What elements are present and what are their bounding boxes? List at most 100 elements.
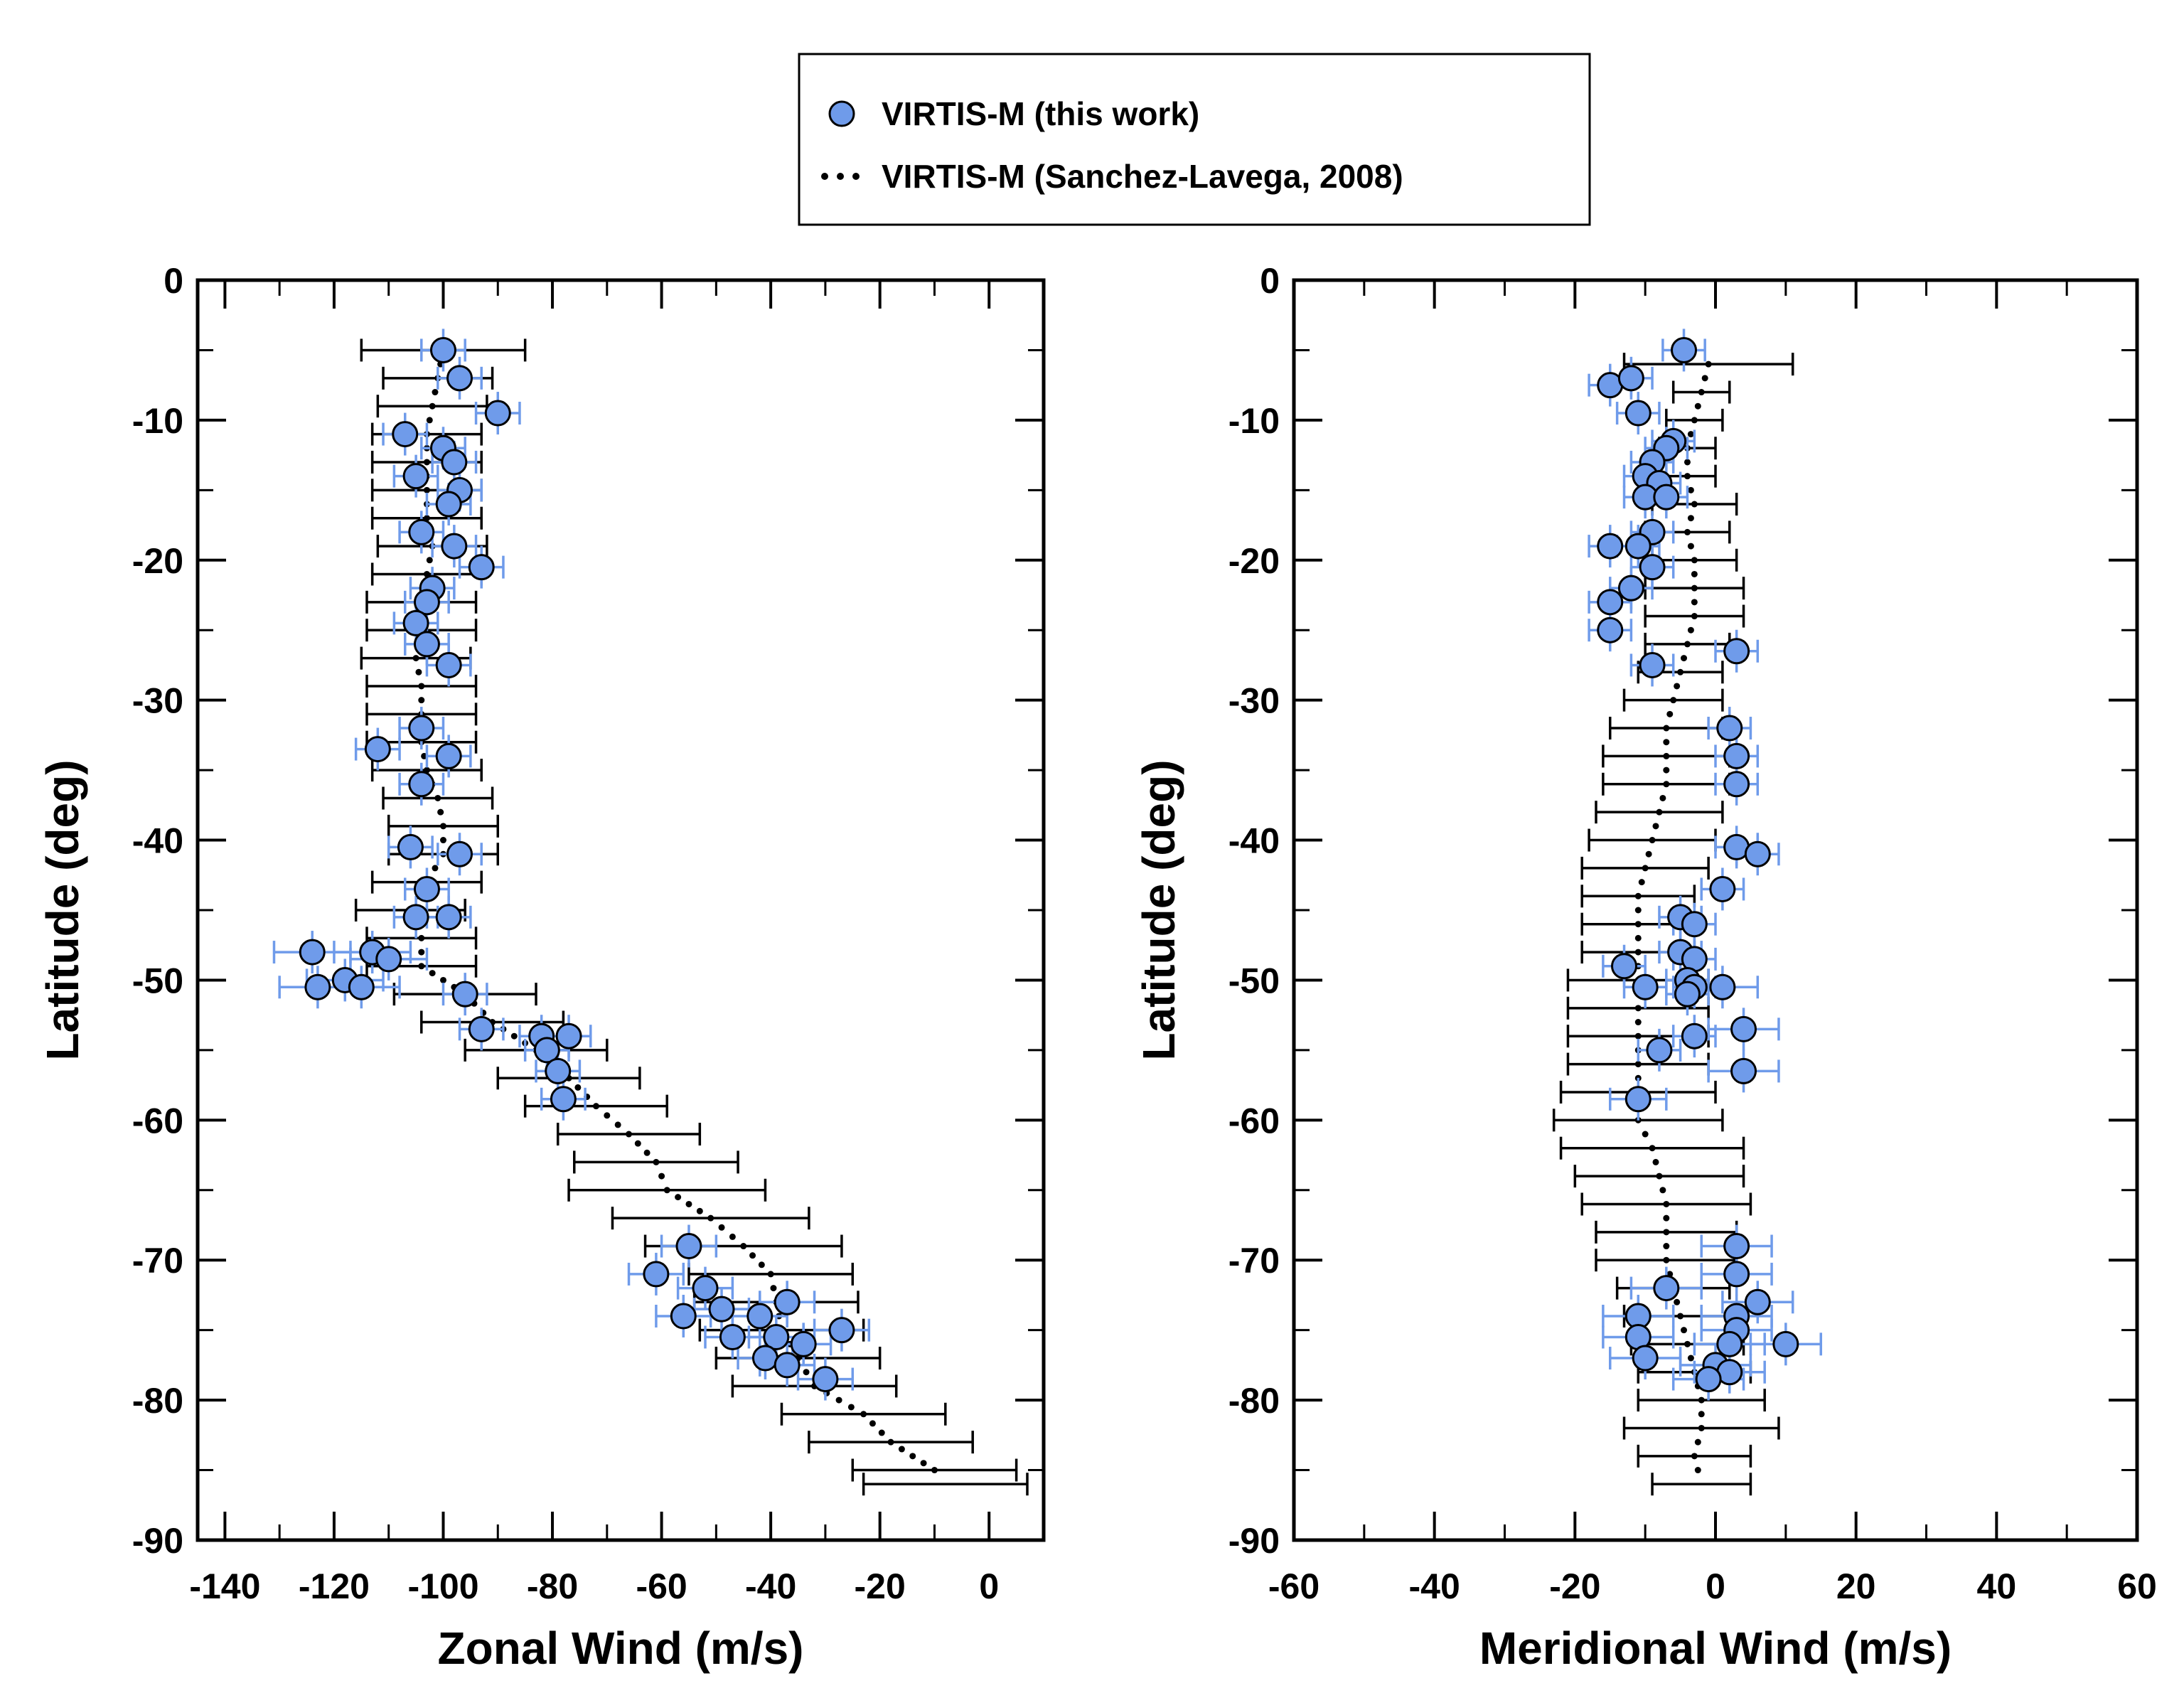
meridional-obs-point [1653, 1275, 1680, 1302]
zonal-model-dot [574, 1084, 582, 1091]
meridional-obs-point [1646, 1037, 1673, 1064]
zonal-model-dot [418, 963, 425, 970]
zonal-model-dot [634, 1140, 641, 1147]
meridional-model-dot [1659, 794, 1666, 801]
zonal-obs-point [441, 533, 468, 560]
meridional-model-dot [1691, 417, 1698, 424]
zonal-model-dot [434, 794, 441, 801]
meridional-model-dot [1698, 389, 1705, 396]
zonal-obs-point [435, 651, 462, 678]
zonal-obs-point [533, 1037, 560, 1064]
zonal-obs-point [670, 1303, 697, 1330]
zonal-obs-point [397, 833, 424, 860]
meridional-model-dot [1634, 1005, 1642, 1012]
zonal-obs-point [364, 736, 391, 763]
meridional-model-dot [1663, 1229, 1670, 1236]
zonal-y-tick-label: -90 [132, 1521, 183, 1561]
zonal-model-dot [803, 1369, 810, 1376]
meridional-x-tick-label: 60 [2117, 1566, 2157, 1606]
meridional-obs-point [1611, 953, 1638, 980]
zonal-obs-point [708, 1296, 735, 1323]
meridional-model-dot [1649, 837, 1656, 844]
zonal-observation-series [272, 328, 871, 1401]
meridional-obs-point [1723, 638, 1750, 665]
meridional-obs-point [1723, 771, 1750, 798]
zonal-obs-point [304, 973, 331, 1000]
zonal-model-dot [437, 808, 444, 816]
meridional-model-dot [1684, 641, 1691, 648]
meridional-model-dot [1649, 1145, 1656, 1152]
zonal-obs-point [484, 400, 511, 427]
meridional-model-dot [1663, 1256, 1670, 1264]
zonal-model-dot [749, 1252, 756, 1259]
zonal-x-tick-label: -80 [527, 1566, 578, 1606]
zonal-model-dot [740, 1243, 747, 1250]
zonal-obs-point [468, 1015, 495, 1042]
meridional-model-dot [1652, 1158, 1659, 1165]
legend: VIRTIS-M (this work) VIRTIS-M (Sanchez-L… [798, 53, 1591, 226]
zonal-model-dot [718, 1224, 725, 1231]
meridional-ticks: -60 -40 -20 0 20 40 60 0 -10 -20 -30 -40 -50 -60 -70 -8… [1228, 261, 2157, 1606]
meridional-model-dot [1705, 360, 1712, 368]
meridional-model-dot [1645, 850, 1652, 858]
zonal-plot-frame [196, 278, 1046, 1542]
meridional-x-tick-label: 0 [1706, 1566, 1725, 1606]
legend-dotted-line-icon [821, 173, 860, 180]
legend-marker-icon [828, 100, 855, 127]
meridional-model-dot [1691, 599, 1698, 606]
zonal-model-dot [412, 655, 419, 662]
zonal-obs-point [435, 742, 462, 769]
meridional-panel: -60 -40 -20 0 20 40 60 0 -10 -20 -30 -40 -50 -60 -70 -8… [1133, 261, 2157, 1674]
meridional-obs-point [1744, 1288, 1771, 1315]
zonal-obs-point [812, 1366, 839, 1393]
meridional-model-dot [1701, 375, 1708, 382]
meridional-model-dot [1681, 1327, 1688, 1334]
meridional-y-tick-label: -20 [1228, 541, 1280, 581]
zonal-model-dot [758, 1261, 765, 1268]
zonal-model-dot [860, 1411, 867, 1418]
zonal-obs-point [402, 904, 429, 931]
meridional-model-dot [1687, 515, 1694, 522]
meridional-x-axis-title: Meridional Wind (m/s) [1479, 1623, 1952, 1674]
meridional-model-dot [1642, 1131, 1649, 1138]
meridional-obs-point [1716, 1330, 1743, 1357]
meridional-obs-point [1624, 400, 1652, 427]
zonal-x-tick-label: -40 [745, 1566, 796, 1606]
zonal-x-tick-label: 0 [979, 1566, 999, 1606]
zonal-obs-point [408, 518, 435, 545]
zonal-obs-point [643, 1261, 670, 1288]
zonal-y-tick-label: -20 [132, 541, 183, 581]
zonal-model-dot [418, 697, 425, 704]
meridional-observation-series [1588, 328, 1822, 1401]
zonal-ticks: -140 -120 -100 -80 -60 -40 -20 0 0 -10 -20 -30 -40 -5… [132, 261, 1044, 1606]
zonal-obs-point [402, 609, 429, 636]
zonal-model-dot [418, 683, 425, 690]
zonal-y-tick-label: -40 [132, 821, 183, 861]
meridional-model-dot [1663, 725, 1670, 732]
meridional-obs-point [1723, 1261, 1750, 1288]
meridional-model-dot [1634, 892, 1642, 899]
zonal-model-dot [643, 1149, 651, 1156]
meridional-model-dot [1691, 613, 1698, 620]
zonal-model-dot [653, 1158, 660, 1165]
meridional-model-dot [1634, 1019, 1642, 1026]
zonal-obs-point [413, 589, 440, 616]
meridional-model-dot [1694, 1467, 1701, 1474]
meridional-obs-point [1624, 1086, 1652, 1113]
meridional-model-dot [1684, 459, 1691, 466]
zonal-y-tick-label: -80 [132, 1381, 183, 1421]
zonal-model-dot [439, 823, 446, 830]
zonal-obs-point [675, 1233, 702, 1260]
zonal-x-tick-label: -60 [636, 1566, 687, 1606]
zonal-model-dot [707, 1214, 714, 1222]
zonal-obs-point [348, 973, 375, 1000]
meridional-model-dot [1694, 402, 1701, 410]
zonal-model-dot [696, 1207, 703, 1214]
meridional-obs-point [1709, 973, 1736, 1000]
zonal-obs-point [375, 946, 402, 973]
zonal-model-dot [887, 1438, 894, 1446]
meridional-model-dot [1663, 1200, 1670, 1207]
meridional-model-dot [1634, 921, 1642, 928]
meridional-model-dot [1663, 1243, 1670, 1250]
meridional-model-dot [1642, 865, 1649, 872]
